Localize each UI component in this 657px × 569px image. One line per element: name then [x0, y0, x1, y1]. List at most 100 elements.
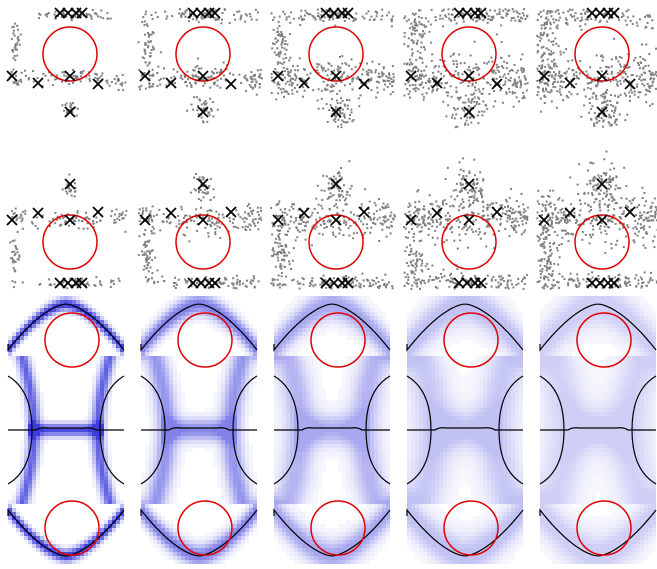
scatter-point: [209, 177, 212, 180]
density-cell: [96, 448, 100, 452]
density-cell: [141, 328, 145, 332]
density-cell: [20, 408, 24, 412]
density-cell: [173, 332, 177, 336]
density-cell: [306, 368, 310, 372]
density-cell: [40, 436, 44, 440]
scatter-point: [219, 237, 222, 239]
scatter-point: [362, 279, 365, 282]
density-cell: [72, 296, 76, 300]
density-cell: [205, 424, 209, 428]
density-cell: [40, 304, 44, 308]
x-marker: [139, 214, 151, 226]
scatter-point: [205, 192, 208, 195]
density-cell: [241, 516, 245, 520]
density-cell: [84, 428, 88, 432]
scatter-point: [345, 193, 348, 196]
density-cell: [165, 400, 169, 404]
scatter-point: [389, 93, 392, 96]
density-cell: [32, 444, 36, 448]
density-cell: [157, 308, 161, 312]
scatter-point: [327, 68, 330, 71]
scatter-point: [71, 284, 73, 287]
density-cell: [213, 452, 217, 456]
density-cell: [237, 492, 241, 496]
scatter-point: [299, 216, 302, 219]
scatter-point: [72, 68, 74, 71]
scatter-point: [178, 223, 181, 226]
density-cell: [32, 548, 36, 552]
density-cell: [92, 424, 96, 428]
density-cell: [173, 384, 177, 388]
scatter-point: [165, 17, 168, 20]
scatter-point: [221, 282, 224, 285]
scatter-point: [295, 227, 298, 230]
density-cell: [92, 528, 96, 532]
density-cell: [326, 404, 330, 408]
density-cell: [241, 316, 245, 320]
scatter-point: [330, 195, 333, 198]
scatter-point: [141, 56, 144, 59]
scatter-point: [138, 235, 141, 238]
density-cell: [217, 476, 221, 480]
density-cell: [205, 532, 209, 536]
density-cell: [24, 404, 28, 408]
scatter-point: [298, 57, 301, 60]
density-cell: [20, 372, 24, 376]
density-cell: [116, 524, 120, 528]
scatter-point: [243, 220, 246, 223]
scatter-point: [352, 20, 355, 23]
scatter-point: [150, 49, 153, 51]
scatter-point: [284, 40, 287, 43]
density-cell: [221, 548, 225, 552]
density-cell: [84, 304, 88, 308]
density-cell: [302, 480, 306, 484]
density-cell: [205, 308, 209, 312]
density-cell: [249, 380, 253, 384]
scatter-point: [343, 276, 346, 279]
scatter-point: [379, 222, 382, 225]
density-cell: [201, 436, 205, 440]
density-cell: [161, 440, 165, 444]
density-cell: [92, 460, 96, 464]
density-cell: [108, 536, 112, 540]
density-cell: [241, 484, 245, 488]
density-cell: [306, 328, 310, 332]
density-cell: [282, 308, 286, 312]
scatter-point: [51, 217, 54, 220]
density-cell: [24, 316, 28, 320]
density-cell: [169, 376, 173, 380]
density-cell: [157, 392, 161, 396]
level-curve: [232, 375, 258, 485]
density-cell: [108, 488, 112, 492]
scatter-point: [288, 260, 290, 263]
density-cell: [96, 480, 100, 484]
scatter-point: [340, 97, 343, 100]
scatter-point: [310, 214, 313, 217]
scatter-point: [144, 245, 147, 248]
density-cell: [237, 488, 241, 492]
scatter-point: [390, 80, 393, 83]
density-cell: [302, 380, 306, 384]
density-cell: [88, 448, 92, 452]
density-cell: [145, 328, 149, 332]
density-cell: [249, 392, 253, 396]
scatter-point: [315, 218, 318, 221]
density-cell: [302, 528, 306, 532]
density-cell: [92, 320, 96, 324]
density-cell: [157, 516, 161, 520]
density-cell: [108, 336, 112, 340]
scatter-point: [156, 269, 159, 272]
scatter-point: [356, 231, 359, 234]
scatter-point: [18, 43, 21, 46]
density-cell: [96, 500, 100, 504]
scatter-point: [326, 220, 329, 223]
scatter-point: [54, 17, 57, 20]
density-cell: [193, 320, 197, 324]
density-cell: [145, 520, 149, 524]
scatter-point: [144, 276, 147, 279]
scatter-point: [215, 18, 218, 21]
density-cell: [253, 360, 257, 364]
scatter-point: [331, 16, 334, 19]
density-cell: [32, 324, 36, 328]
density-cell: [169, 424, 173, 428]
